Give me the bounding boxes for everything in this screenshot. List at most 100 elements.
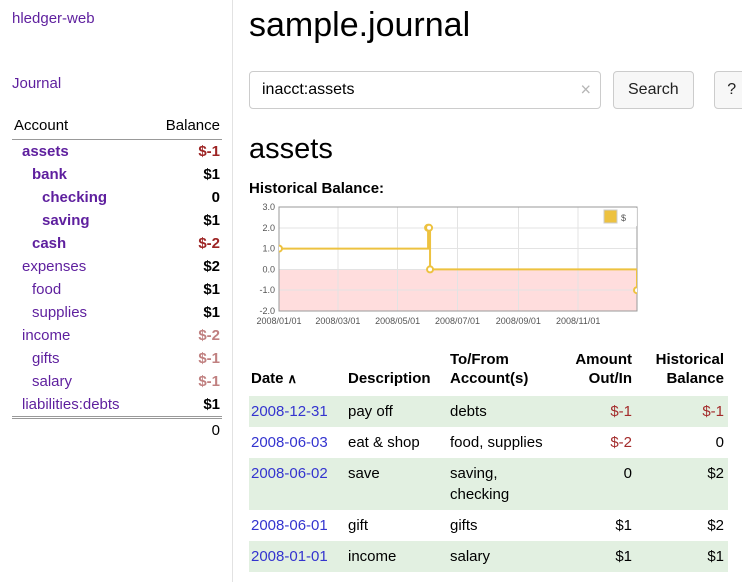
help-button[interactable]: ? — [713, 71, 742, 109]
transaction-date-link[interactable]: 2008-06-01 — [251, 516, 328, 534]
register-amount-text: $1 — [615, 516, 632, 534]
account-row: expenses $2 — [12, 255, 222, 278]
transaction-date-link[interactable]: 2008-06-03 — [251, 433, 328, 451]
register-cell-balance: $-1 — [636, 396, 728, 427]
svg-text:2008/05/01: 2008/05/01 — [375, 316, 420, 326]
account-balance: $-1 — [198, 350, 220, 367]
account-row: assets $-1 — [12, 140, 222, 163]
register-amount-text: $-2 — [610, 433, 632, 451]
page-title: sample.journal — [249, 6, 471, 44]
account-balance: 0 — [211, 189, 220, 206]
column-header-date[interactable]: Date ∧ — [249, 351, 346, 396]
account-row: saving $1 — [12, 209, 222, 232]
account-link[interactable]: income — [22, 327, 71, 344]
account-tree: Account Balance assets $-1 bank $1 checking 0… — [12, 114, 222, 442]
main-content: sample.journal × Search ? assets Histori… — [233, 0, 742, 582]
register-balance-text: 0 — [715, 433, 724, 451]
account-row: salary $-1 — [12, 370, 222, 393]
account-row: bank $1 — [12, 163, 222, 186]
account-link[interactable]: bank — [32, 166, 68, 183]
register-amount-text: 0 — [623, 464, 632, 482]
column-header-balance[interactable]: Historical Balance — [655, 351, 724, 387]
register-cell-date: 2008-01-01 — [249, 541, 346, 572]
register-description-text: eat & shop — [348, 433, 420, 451]
svg-text:$: $ — [621, 213, 626, 223]
register-cell-description: save — [346, 458, 448, 510]
account-row: gifts $-1 — [12, 347, 222, 370]
transaction-date-link[interactable]: 2008-01-01 — [251, 547, 328, 565]
search-bar: × Search ? — [249, 71, 742, 109]
register-cell-balance: $2 — [636, 510, 728, 541]
register-row: 2008-01-01 income salary $1 $1 — [249, 540, 728, 572]
register-cell-accounts: salary — [448, 541, 554, 572]
account-balance: $-2 — [198, 327, 220, 344]
brand-link[interactable]: hledger-web — [12, 10, 95, 27]
column-header-description[interactable]: Description — [348, 369, 431, 387]
svg-text:2008/07/01: 2008/07/01 — [435, 316, 480, 326]
account-column-header: Account — [14, 117, 69, 134]
register-balance-text: $1 — [707, 547, 724, 565]
svg-text:2008/01/01: 2008/01/01 — [256, 316, 301, 326]
register-cell-balance: 0 — [636, 427, 728, 458]
svg-text:2.0: 2.0 — [262, 223, 275, 233]
account-balance: $1 — [203, 304, 220, 321]
account-link[interactable]: gifts — [32, 350, 60, 367]
register-cell-balance: $2 — [636, 458, 728, 510]
account-balance: $1 — [203, 212, 220, 229]
register-cell-amount: $-1 — [554, 396, 636, 427]
svg-text:2008/09/01: 2008/09/01 — [496, 316, 541, 326]
register-cell-balance: $1 — [636, 541, 728, 572]
nav-journal-link[interactable]: Journal — [12, 75, 62, 92]
account-link[interactable]: assets — [22, 143, 69, 160]
transaction-date-link[interactable]: 2008-06-02 — [251, 464, 328, 482]
search-input[interactable] — [249, 71, 601, 109]
register-row: 2008-06-01 gift gifts $1 $2 — [249, 510, 728, 541]
register-balance-text: $-1 — [702, 402, 724, 420]
total-balance: 0 — [211, 422, 220, 439]
register-balance-text: $2 — [707, 464, 724, 482]
account-link[interactable]: salary — [32, 373, 73, 390]
svg-text:2008/11/01: 2008/11/01 — [556, 316, 600, 326]
account-link[interactable]: checking — [42, 189, 108, 206]
register-description-text: save — [348, 464, 380, 482]
svg-text:-2.0: -2.0 — [259, 306, 275, 316]
svg-text:3.0: 3.0 — [262, 202, 275, 212]
register-cell-date: 2008-12-31 — [249, 396, 346, 427]
account-link[interactable]: food — [32, 281, 62, 298]
register-accounts-text: saving, checking — [450, 464, 510, 503]
register-accounts-text: food, supplies — [450, 433, 543, 451]
account-link[interactable]: cash — [32, 235, 67, 252]
register-description-text: income — [348, 547, 397, 565]
account-balance: $1 — [203, 396, 220, 413]
register-cell-accounts: debts — [448, 396, 554, 427]
register-row: 2008-06-03 eat & shop food, supplies $-2 0 — [249, 427, 728, 458]
account-row: income $-2 — [12, 324, 222, 347]
register-cell-date: 2008-06-01 — [249, 510, 346, 541]
register-cell-accounts: saving, checking — [448, 458, 554, 510]
register-description-text: pay off — [348, 402, 393, 420]
sidebar: hledger-web Journal Account Balance asse… — [0, 0, 233, 582]
register-row: 2008-06-02 save saving, checking 0 $2 — [249, 457, 728, 510]
account-link[interactable]: saving — [42, 212, 90, 229]
account-balance: $1 — [203, 166, 220, 183]
register-amount-text: $1 — [615, 547, 632, 565]
account-link[interactable]: expenses — [22, 258, 87, 275]
account-balance: $1 — [203, 281, 220, 298]
balance-column-header: Balance — [165, 117, 220, 134]
account-tree-header: Account Balance — [12, 114, 222, 140]
register-body: 2008-12-31 pay off debts $-1 $-1 2008-06-03 ea… — [249, 395, 728, 572]
clear-search-icon[interactable]: × — [580, 79, 591, 100]
account-link[interactable]: liabilities:debts — [22, 396, 120, 413]
account-link[interactable]: supplies — [32, 304, 88, 321]
column-header-amount[interactable]: Amount Out/In — [575, 351, 632, 387]
register-accounts-text: gifts — [450, 516, 478, 534]
column-header-accounts[interactable]: To/From Account(s) — [450, 351, 529, 387]
register-accounts-text: debts — [450, 402, 487, 420]
search-button[interactable]: Search — [613, 71, 694, 109]
register-cell-amount: $1 — [554, 510, 636, 541]
account-row: food $1 — [12, 278, 222, 301]
account-balance: $-1 — [198, 373, 220, 390]
account-row: cash $-2 — [12, 232, 222, 255]
transaction-date-link[interactable]: 2008-12-31 — [251, 402, 328, 420]
